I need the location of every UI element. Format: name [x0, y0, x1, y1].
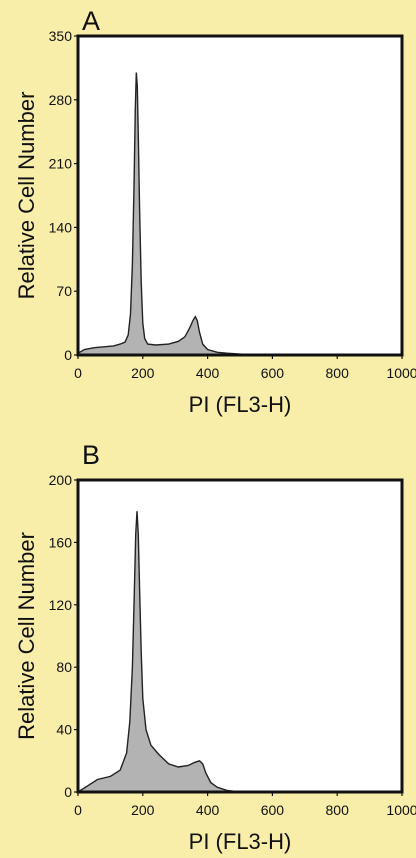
y-tick-label: 210	[49, 156, 73, 172]
plot-area	[78, 36, 402, 355]
y-tick-label: 140	[49, 219, 73, 235]
y-tick-label: 0	[64, 784, 72, 800]
x-tick-label: 600	[261, 365, 285, 381]
x-tick-label: 800	[326, 365, 350, 381]
x-tick-label: 400	[196, 365, 220, 381]
y-tick-label: 280	[49, 92, 73, 108]
x-tick-label: 0	[74, 802, 82, 818]
x-tick-label: 400	[196, 802, 220, 818]
y-axis-title: Relative Cell Number	[14, 532, 39, 740]
y-tick-label: 0	[64, 347, 72, 363]
x-tick-label: 0	[74, 365, 82, 381]
panel-label-b: B	[82, 440, 101, 470]
y-tick-label: 40	[56, 722, 72, 738]
y-tick-label: 120	[49, 597, 73, 613]
histogram-chart-a: 0 70 140 210 280 350 0 200 400 600 800 1000 PI (FL3-…	[14, 28, 416, 417]
plot-frame	[76, 34, 404, 357]
panel-label-a: A	[82, 6, 101, 36]
y-tick-label: 80	[56, 659, 72, 675]
histogram-chart-b: 0 40 80 120 160 200 0 200 400 600 800 1000 PI (FL3-H…	[14, 472, 416, 854]
histogram-outline-0	[77, 72, 402, 356]
x-tick-label: 1000	[386, 802, 416, 818]
x-axis-title: PI (FL3-H)	[189, 829, 292, 854]
y-tick-label: 350	[49, 28, 73, 44]
x-tick-label: 800	[326, 802, 350, 818]
panel-b: B 0 40 80 120 160 200 0 200 400 600 800 1000 PI (FL3…	[0, 440, 416, 858]
y-tick-label: 70	[56, 283, 72, 299]
x-tick-label: 600	[261, 802, 285, 818]
x-axis-title: PI (FL3-H)	[189, 392, 292, 417]
plot-frame	[76, 478, 404, 794]
histogram-outline-0	[77, 511, 402, 793]
plot-area	[78, 480, 402, 792]
x-tick-label: 1000	[386, 365, 416, 381]
y-axis-title: Relative Cell Number	[14, 92, 39, 300]
y-tick-label: 200	[49, 472, 73, 488]
y-tick-label: 160	[49, 534, 73, 550]
x-tick-label: 200	[131, 802, 155, 818]
x-tick-label: 200	[131, 365, 155, 381]
panel-a: A 0 70 140 210 280 350 0 200 400 600 800 1000 PI (FL…	[14, 6, 416, 418]
